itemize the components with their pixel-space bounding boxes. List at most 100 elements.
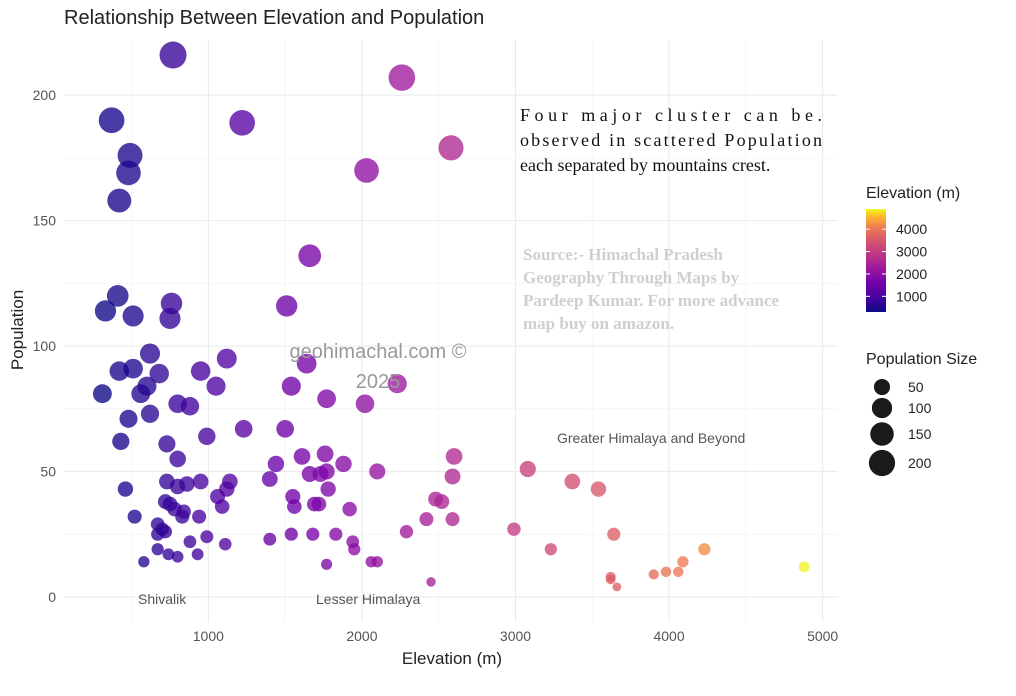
watermark-line-1: geohimachal.com © <box>289 341 466 363</box>
data-point <box>419 512 434 527</box>
size-legend-circle <box>873 378 891 396</box>
watermark-line-2: 2025 <box>356 371 401 393</box>
data-point <box>798 561 810 573</box>
size-legend-circle <box>870 422 894 446</box>
data-point <box>169 450 186 468</box>
data-point <box>216 348 237 369</box>
data-point <box>183 535 197 549</box>
data-point <box>200 530 214 544</box>
data-point <box>329 527 343 541</box>
data-point <box>158 435 176 453</box>
data-point <box>298 244 322 268</box>
data-point <box>284 527 298 541</box>
source-line-3: Pardeep Kumar. For more advance <box>523 291 780 310</box>
size-legend-label: 100 <box>908 400 932 416</box>
source-line-2: Geography Through Maps by <box>523 268 740 287</box>
data-point <box>229 109 255 136</box>
colorbar-ticks: 1000 2000 3000 4000 <box>866 221 927 304</box>
size-legend-circle <box>868 449 896 477</box>
data-point <box>444 468 461 485</box>
data-point <box>660 566 672 578</box>
x-tick-label: 3000 <box>500 628 531 644</box>
data-point <box>214 499 230 514</box>
data-point <box>159 41 187 69</box>
data-point <box>321 558 333 570</box>
data-point <box>445 448 463 465</box>
cluster-note-line-2: observed in scattered Population <box>520 130 822 150</box>
y-tick-label: 50 <box>40 463 56 479</box>
data-point <box>387 374 407 394</box>
data-point <box>94 300 117 322</box>
data-point <box>180 397 200 416</box>
data-point <box>138 556 150 568</box>
x-axis-label: Elevation (m) <box>402 649 502 668</box>
colorbar-tick-label: 2000 <box>896 266 927 282</box>
data-point <box>127 509 142 524</box>
x-axis-ticks: 1000 2000 3000 4000 5000 <box>193 628 839 644</box>
data-point <box>206 376 226 396</box>
data-point <box>192 473 209 490</box>
data-points <box>92 41 810 592</box>
data-point <box>117 481 134 497</box>
cluster-note-line-1: Four major cluster can be. <box>520 105 822 125</box>
data-point <box>507 522 521 536</box>
data-point <box>371 556 383 568</box>
chart-title: Relationship Between Elevation and Popul… <box>64 7 484 29</box>
data-point <box>438 135 464 161</box>
data-point <box>348 543 361 556</box>
data-point <box>116 160 141 186</box>
x-tick-label: 4000 <box>653 628 684 644</box>
data-point <box>648 569 659 580</box>
data-point <box>564 473 581 490</box>
data-point <box>109 361 130 381</box>
data-point <box>590 481 607 497</box>
data-point <box>98 107 125 134</box>
data-point <box>140 404 160 423</box>
region-label-shivalik: Shivalik <box>138 591 187 607</box>
data-point <box>677 556 689 568</box>
data-point <box>287 499 302 514</box>
data-point <box>673 566 684 578</box>
data-point <box>149 363 169 384</box>
color-legend-title: Elevation (m) <box>866 185 960 202</box>
data-point <box>192 509 207 524</box>
cluster-note: Four major cluster can be. observed in s… <box>520 105 822 175</box>
size-legend-items: 50 100 150 200 <box>868 378 932 477</box>
data-point <box>175 509 190 524</box>
data-point <box>162 548 175 561</box>
data-point <box>131 384 151 404</box>
colorbar-tick-label: 3000 <box>896 244 927 260</box>
data-point <box>169 478 186 495</box>
data-point <box>92 384 112 404</box>
data-point <box>312 465 329 482</box>
y-tick-label: 200 <box>33 87 57 103</box>
region-label-greater-himalaya: Greater Himalaya and Beyond <box>557 430 745 446</box>
data-point <box>151 543 164 556</box>
data-point <box>263 532 277 546</box>
colorbar-tick-label: 1000 <box>896 288 927 304</box>
data-point <box>698 543 711 556</box>
data-point <box>198 427 216 446</box>
size-legend-label: 150 <box>908 426 932 442</box>
data-point <box>311 496 327 512</box>
data-point <box>139 343 161 364</box>
x-tick-label: 2000 <box>346 628 377 644</box>
data-point <box>399 525 414 539</box>
data-point <box>605 574 616 585</box>
data-point <box>369 463 386 480</box>
data-point <box>276 419 294 438</box>
data-point <box>293 448 311 465</box>
data-point <box>519 460 536 478</box>
data-point <box>445 512 460 527</box>
data-point <box>267 455 285 473</box>
data-point <box>426 577 436 587</box>
source-line-4: map buy on amazon. <box>523 314 674 333</box>
region-label-lesser-himalaya: Lesser Himalaya <box>316 591 420 607</box>
data-point <box>112 432 130 451</box>
data-point <box>612 582 622 592</box>
data-point <box>190 361 211 381</box>
data-point <box>388 64 416 91</box>
color-legend: Elevation (m) 1000 2000 3000 4000 <box>866 185 960 312</box>
size-legend-title: Population Size <box>866 351 977 368</box>
